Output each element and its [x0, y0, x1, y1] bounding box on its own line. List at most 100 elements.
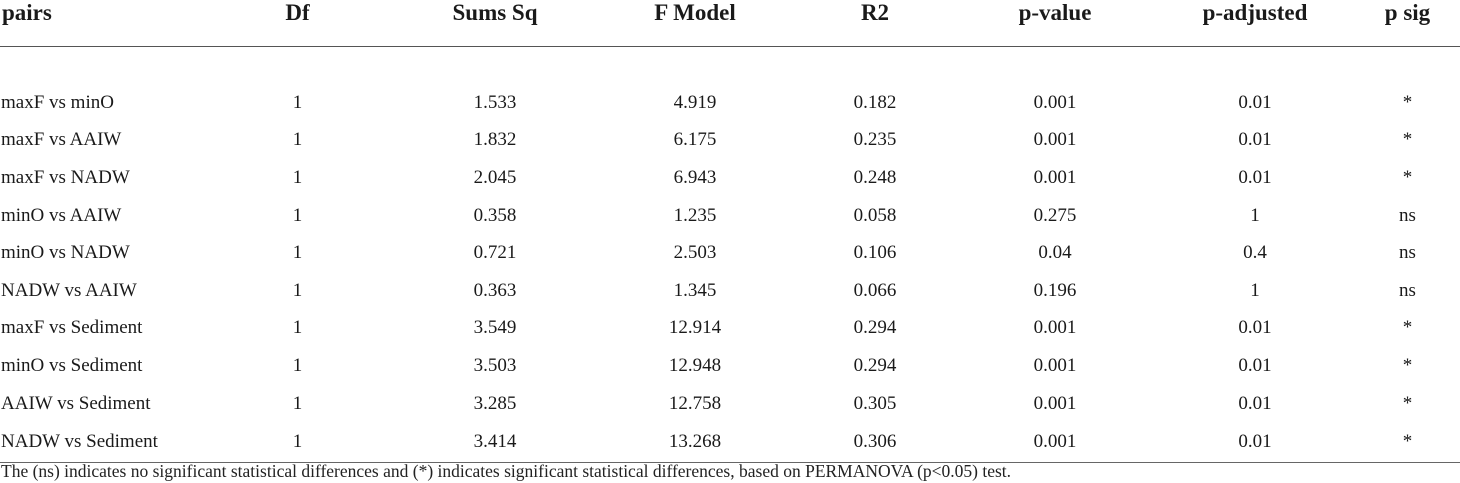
table-row: maxF vs minO 1 1.533 4.919 0.182 0.001 0.01 * [0, 84, 1460, 122]
header-sums-sq: Sums Sq [395, 0, 595, 47]
cell-p-adjusted: 0.01 [1238, 91, 1272, 113]
cell-f-model: 12.914 [668, 317, 722, 339]
cell-df: 1 [200, 422, 395, 464]
cell-df: 1 [292, 279, 303, 301]
cell-f-model: 1.345 [673, 279, 717, 301]
cell-pairs: maxF vs NADW [1, 167, 130, 189]
header-f-model: F Model [595, 0, 795, 47]
table-row: minO vs Sediment 1 3.503 12.948 0.294 0.001 0.… [0, 347, 1460, 385]
table-spacer-row [0, 47, 1460, 85]
cell-f-model: 1.235 [673, 204, 717, 226]
cell-p-adjusted: 1 [1250, 279, 1260, 301]
cell-p-adjusted: 0.01 [1238, 129, 1272, 151]
cell-p-value: 0.001 [1033, 317, 1077, 339]
table-row: NADW vs Sediment 1 3.414 13.268 0.306 0.001 0.… [0, 422, 1460, 464]
cell-df: 1 [292, 167, 303, 189]
cell-p-adjusted: 0.01 [1238, 355, 1272, 377]
cell-df: 1 [292, 392, 303, 414]
cell-p-value: 0.196 [1033, 279, 1077, 301]
cell-r2: 0.294 [853, 355, 897, 377]
cell-pairs: minO vs AAIW [1, 204, 122, 226]
cell-p-sig: * [1402, 392, 1413, 414]
cell-df: 1 [292, 317, 303, 339]
cell-p-value: 0.001 [1033, 355, 1077, 377]
header-p-value: p-value [955, 0, 1155, 47]
cell-f-model: 13.268 [595, 422, 795, 464]
table-row: AAIW vs Sediment 1 3.285 12.758 0.305 0.001 0.… [0, 385, 1460, 423]
cell-p-value: 0.001 [1033, 167, 1077, 189]
cell-sums-sq: 1.533 [473, 91, 517, 113]
cell-p-sig: ns [1399, 279, 1416, 301]
cell-r2: 0.058 [853, 204, 897, 226]
cell-sums-sq: 3.285 [473, 392, 517, 414]
cell-p-adjusted: 0.01 [1155, 422, 1355, 464]
cell-p-sig: * [1402, 167, 1413, 189]
header-p-adjusted: p-adjusted [1155, 0, 1355, 47]
cell-r2: 0.066 [853, 279, 897, 301]
cell-r2: 0.306 [795, 422, 955, 464]
cell-pairs: minO vs Sediment [1, 355, 143, 377]
cell-sums-sq: 1.832 [473, 129, 517, 151]
cell-pairs: NADW vs AAIW [1, 279, 137, 301]
permanova-pairwise-table: pairs Df Sums Sq F Model R2 p-value p-ad… [0, 0, 1460, 464]
cell-f-model: 6.943 [673, 167, 717, 189]
cell-r2: 0.305 [853, 392, 897, 414]
header-p-sig: p sig [1355, 0, 1460, 47]
table-body: maxF vs minO 1 1.533 4.919 0.182 0.001 0.01 * ma… [0, 47, 1460, 464]
cell-sums-sq: 3.549 [473, 317, 517, 339]
cell-df: 1 [292, 91, 303, 113]
cell-pairs: minO vs NADW [1, 242, 130, 264]
cell-p-sig: * [1402, 317, 1413, 339]
header-r2: R2 [795, 0, 955, 47]
table-row: minO vs AAIW 1 0.358 1.235 0.058 0.275 1 ns [0, 197, 1460, 235]
cell-p-sig: ns [1399, 204, 1416, 226]
cell-p-value: 0.04 [1038, 242, 1072, 264]
cell-p-value: 0.275 [1033, 204, 1077, 226]
cell-f-model: 12.758 [668, 392, 722, 414]
cell-pairs: AAIW vs Sediment [1, 392, 151, 414]
cell-r2: 0.248 [853, 167, 897, 189]
permanova-table-container: pairs Df Sums Sq F Model R2 p-value p-ad… [0, 0, 1460, 464]
cell-df: 1 [292, 204, 303, 226]
cell-p-value: 0.001 [955, 422, 1155, 464]
cell-p-adjusted: 0.01 [1238, 317, 1272, 339]
cell-p-sig: * [1402, 91, 1413, 113]
cell-f-model: 6.175 [673, 129, 717, 151]
header-pairs: pairs [0, 0, 200, 47]
table-row: minO vs NADW 1 0.721 2.503 0.106 0.04 0.4 ns [0, 234, 1460, 272]
cell-sums-sq: 0.358 [473, 204, 517, 226]
cell-df: 1 [292, 242, 303, 264]
cell-f-model: 4.919 [673, 91, 717, 113]
cell-r2: 0.235 [853, 129, 897, 151]
cell-sums-sq: 0.363 [473, 279, 517, 301]
cell-p-sig: ns [1399, 242, 1416, 264]
table-row: maxF vs NADW 1 2.045 6.943 0.248 0.001 0.01 * [0, 159, 1460, 197]
cell-p-sig: * [1402, 129, 1413, 151]
cell-pairs: maxF vs minO [1, 91, 114, 113]
cell-p-adjusted: 0.01 [1238, 392, 1272, 414]
cell-pairs: NADW vs Sediment [0, 422, 200, 464]
table-row: maxF vs AAIW 1 1.832 6.175 0.235 0.001 0.01 * [0, 122, 1460, 160]
cell-sums-sq: 3.414 [395, 422, 595, 464]
cell-pairs: maxF vs Sediment [1, 317, 143, 339]
cell-df: 1 [292, 355, 303, 377]
cell-r2: 0.182 [853, 91, 897, 113]
cell-r2: 0.106 [853, 242, 897, 264]
cell-pairs: maxF vs AAIW [1, 129, 122, 151]
cell-df: 1 [292, 129, 303, 151]
cell-sums-sq: 3.503 [473, 355, 517, 377]
cell-sums-sq: 0.721 [473, 242, 517, 264]
table-header-row: pairs Df Sums Sq F Model R2 p-value p-ad… [0, 0, 1460, 47]
cell-p-sig: * [1355, 422, 1460, 464]
cell-r2: 0.294 [853, 317, 897, 339]
table-row: NADW vs AAIW 1 0.363 1.345 0.066 0.196 1 ns [0, 272, 1460, 310]
cell-p-value: 0.001 [1033, 392, 1077, 414]
cell-p-value: 0.001 [1033, 91, 1077, 113]
cell-p-sig: * [1402, 355, 1413, 377]
table-footnote: The (ns) indicates no significant statis… [1, 461, 1012, 481]
cell-f-model: 12.948 [668, 355, 722, 377]
cell-p-adjusted: 0.01 [1238, 167, 1272, 189]
header-df: Df [200, 0, 395, 47]
table-row: maxF vs Sediment 1 3.549 12.914 0.294 0.001 0.… [0, 310, 1460, 348]
cell-p-adjusted: 0.4 [1243, 242, 1267, 264]
